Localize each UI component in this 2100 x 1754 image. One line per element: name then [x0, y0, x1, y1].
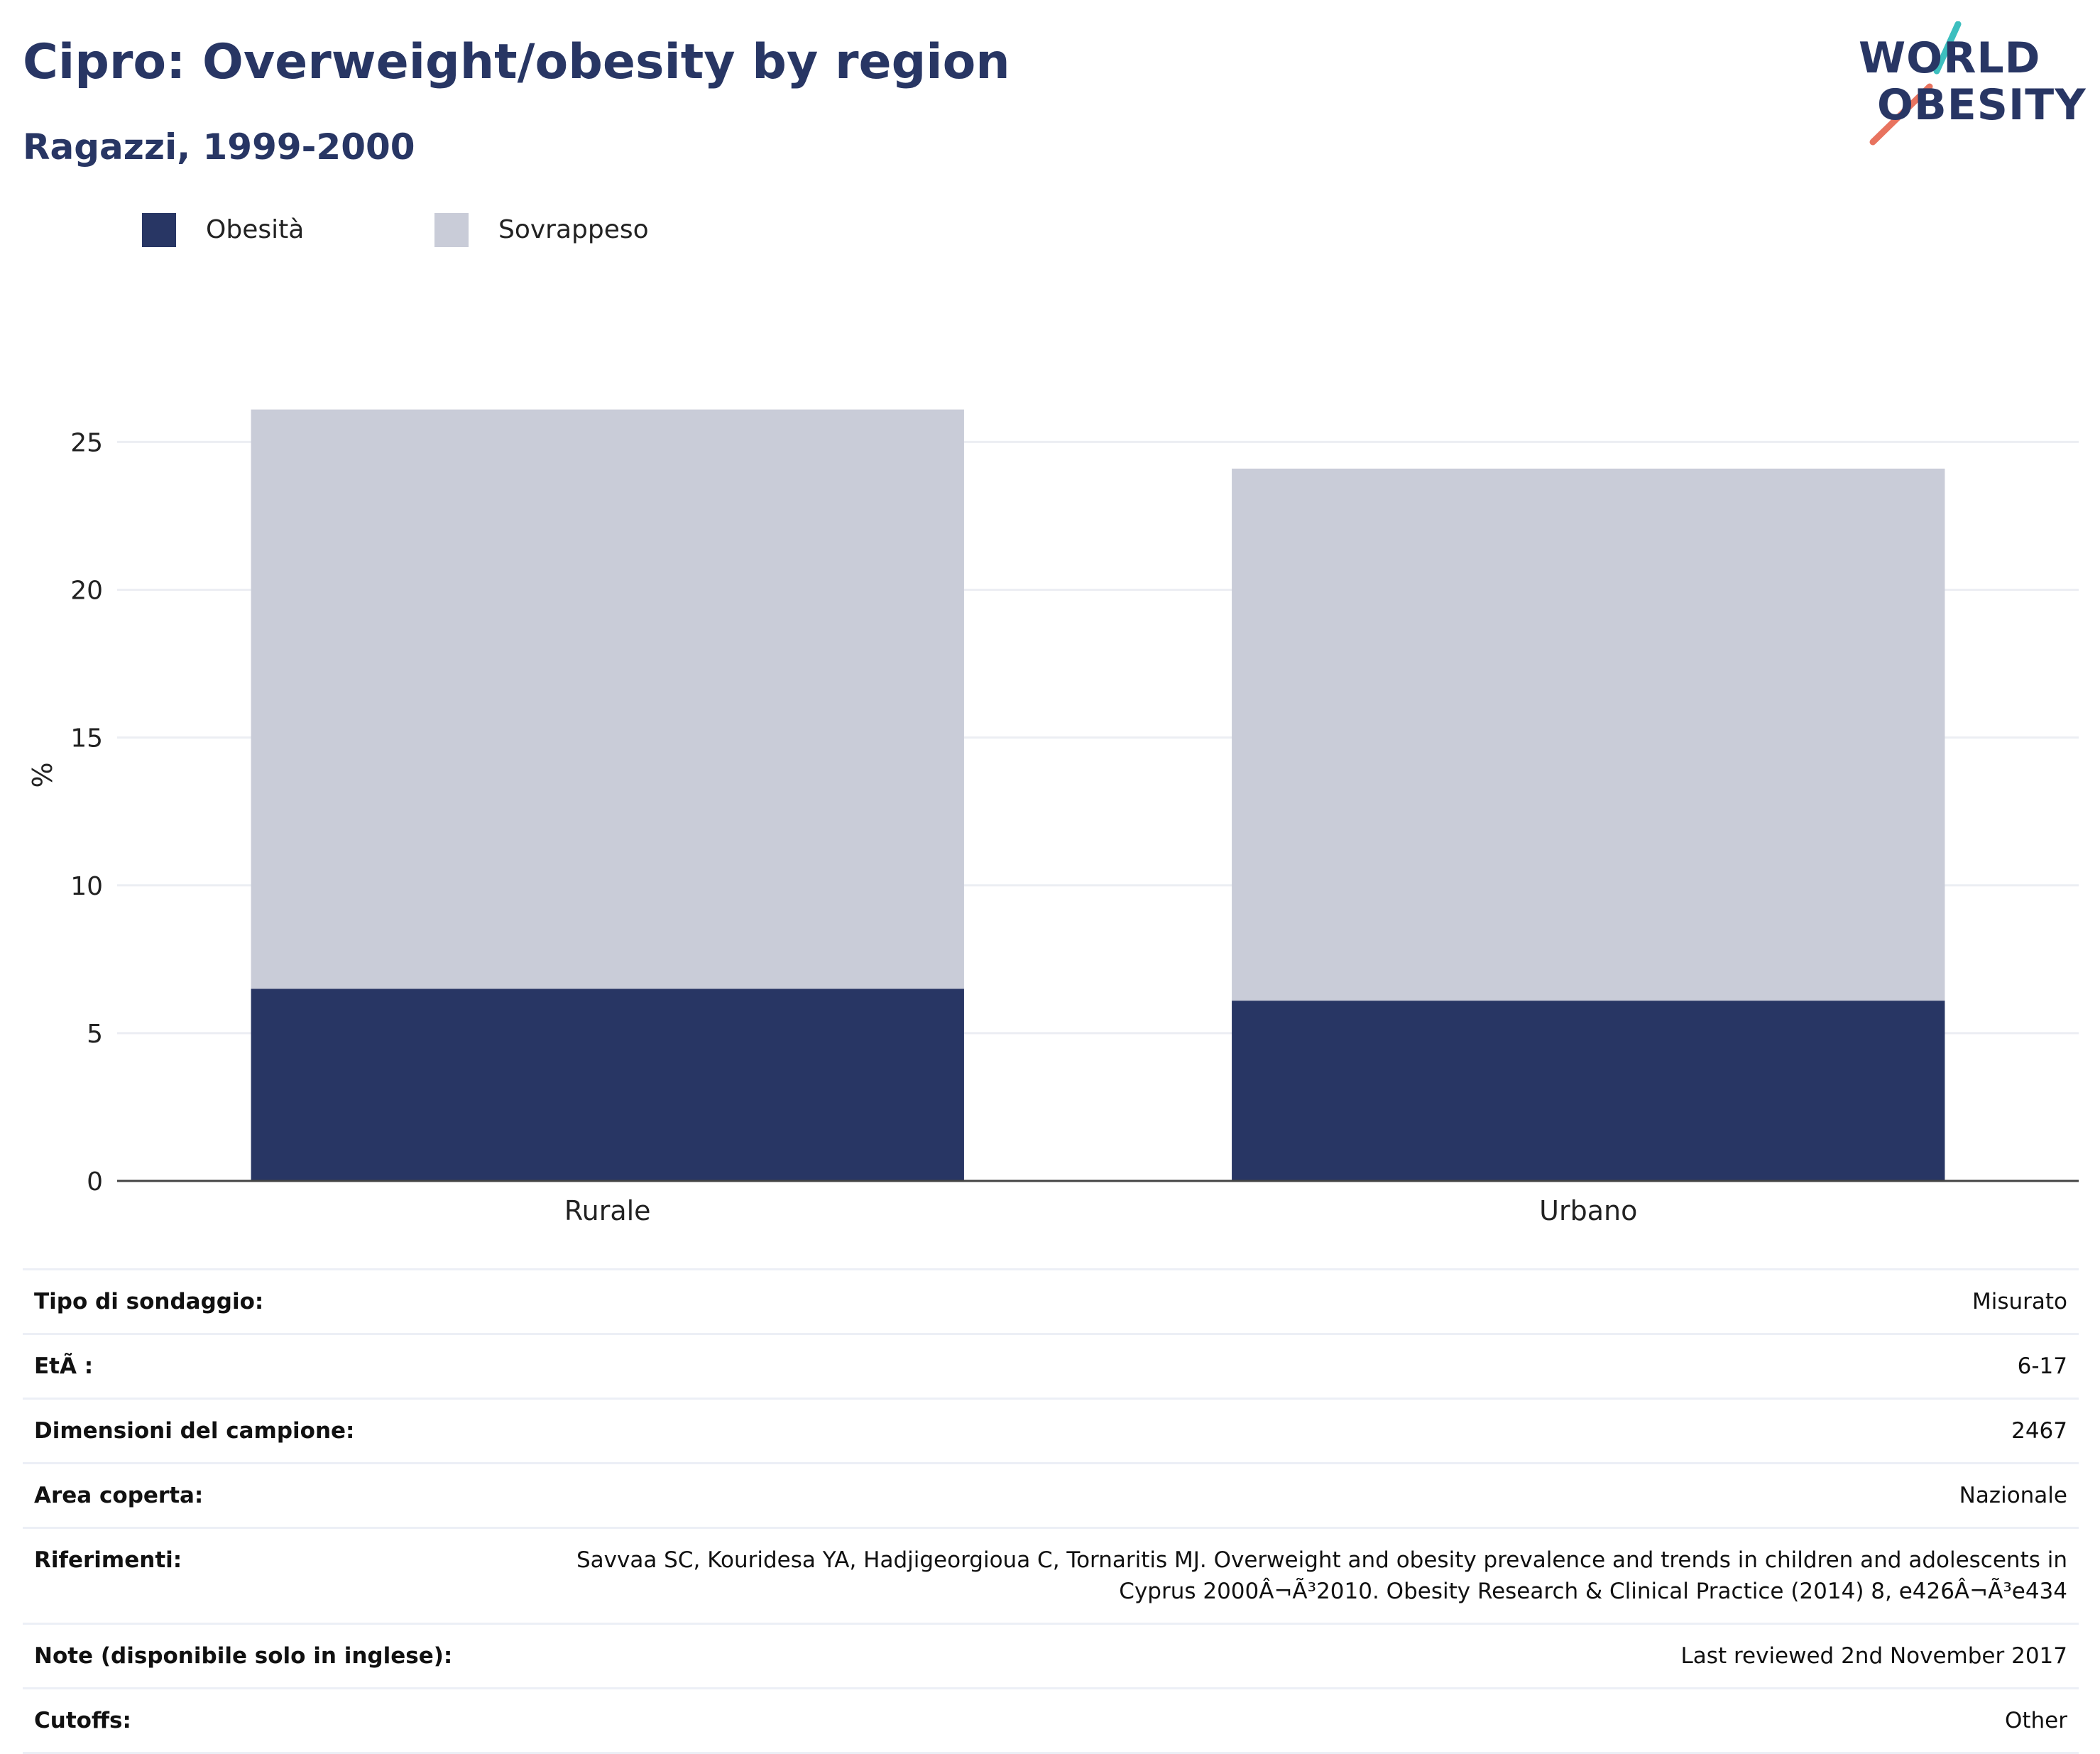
y-tick-label: 10: [70, 872, 103, 901]
world-obesity-logo: WORLD OBESITY: [1853, 21, 2087, 149]
bar-overweight-urbano: [1232, 468, 1945, 1001]
x-tick-label: Rurale: [564, 1195, 651, 1226]
info-label: Cutoffs:: [23, 1687, 542, 1754]
info-label: Area coperta:: [23, 1462, 542, 1528]
info-row: Tipo di sondaggio: Misurato: [23, 1268, 2079, 1334]
info-row: Dimensioni del campione: 2467: [23, 1398, 2079, 1464]
info-value: Savvaa SC, Kouridesa YA, Hadjigeorgioua …: [542, 1527, 2079, 1624]
legend-label-obesity: Obesità: [206, 215, 305, 244]
y-tick-label: 0: [87, 1167, 103, 1197]
chart-title: Cipro: Overweight/obesity by region: [23, 34, 1010, 90]
info-label: Tipo di sondaggio:: [23, 1268, 542, 1334]
y-axis-label: %: [27, 762, 58, 788]
x-tick-label: Urbano: [1539, 1195, 1637, 1226]
info-label: Note (disponibile solo in inglese):: [23, 1623, 542, 1689]
info-row: Cutoffs: Other: [23, 1687, 2079, 1754]
legend-label-overweight: Sovrappeso: [498, 215, 649, 244]
info-row: EtÃ :6-17: [23, 1333, 2079, 1399]
info-value: 2467: [542, 1398, 2079, 1464]
info-row: Note (disponibile solo in inglese): Last …: [23, 1623, 2079, 1689]
info-value: Misurato: [542, 1268, 2079, 1334]
y-tick-label: 15: [70, 724, 103, 753]
info-row: Riferimenti: Savvaa SC, Kouridesa YA, Had…: [23, 1527, 2079, 1624]
legend-swatch-overweight: [434, 213, 469, 247]
survey-info-table: Tipo di sondaggio: Misurato EtÃ :6-17 Dimen…: [23, 1268, 2079, 1754]
info-value: 6-17: [542, 1333, 2079, 1399]
y-tick-label: 20: [70, 577, 103, 606]
info-value: Other: [542, 1687, 2079, 1754]
bar-overweight-rurale: [251, 409, 964, 989]
info-value: Last reviewed 2nd November 2017: [542, 1623, 2079, 1689]
chart-subtitle: Ragazzi, 1999-2000: [23, 126, 415, 168]
bar-obesity-urbano: [1232, 1001, 1945, 1181]
y-tick-label: 5: [87, 1020, 103, 1049]
bar-chart: 0 5 10 15 20 25% Rurale Urbano: [27, 409, 2079, 1226]
logo-line2: OBESITY: [1877, 80, 2087, 130]
logo-line1: WORLD: [1859, 33, 2041, 83]
info-label: EtÃ :: [23, 1333, 542, 1399]
logo-slash-icon: [1869, 21, 1962, 146]
info-label: Dimensioni del campione:: [23, 1398, 542, 1464]
bar-obesity-rurale: [251, 988, 964, 1181]
legend-swatch-obesity: [142, 213, 176, 247]
info-row: Area coperta: Nazionale: [23, 1462, 2079, 1528]
info-label: Riferimenti:: [23, 1527, 542, 1624]
y-tick-label: 25: [70, 428, 103, 457]
info-value: Nazionale: [542, 1462, 2079, 1528]
